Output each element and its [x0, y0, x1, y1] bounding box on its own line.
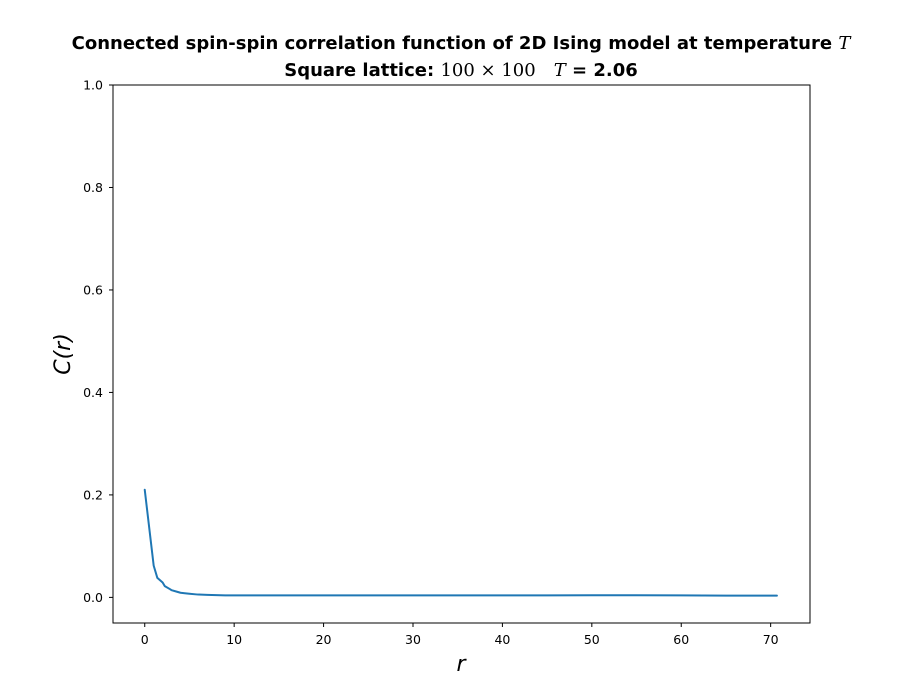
chart-title-line-1-text: Connected spin-spin correlation function…: [72, 33, 839, 54]
x-axis: 0 10 20 30 40 50 60 70: [141, 623, 779, 647]
plot-area: [143, 488, 778, 597]
axes-frame: [112, 84, 811, 624]
x-tick-label: 60: [673, 632, 689, 647]
x-tick-label: 30: [405, 632, 421, 647]
chart-title-line-2-prefix: Square lattice:: [284, 60, 440, 81]
x-axis-label: r: [456, 652, 467, 677]
chart-title-line-1: Connected spin-spin correlation function…: [72, 33, 853, 54]
chart-title-line-2-math: T: [554, 60, 568, 81]
x-tick-label: 0: [141, 632, 149, 647]
y-tick-label: 0.4: [83, 385, 103, 400]
y-tick-label: 1.0: [83, 78, 103, 93]
chart-title-lattice-size: 100 × 100: [440, 60, 535, 81]
series-line: [143, 488, 778, 597]
y-tick-label: 0.8: [83, 180, 103, 195]
y-axis: 0.0 0.2 0.4 0.6 0.8 1.0: [83, 78, 113, 605]
y-tick-label: 0.0: [83, 590, 103, 605]
x-tick-label: 20: [316, 632, 332, 647]
y-tick-label: 0.6: [83, 282, 103, 297]
chart-title-temperature-value: = 2.06: [566, 60, 638, 81]
x-tick-label: 50: [584, 632, 600, 647]
x-tick-label: 10: [226, 632, 242, 647]
x-tick-label: 40: [494, 632, 510, 647]
y-axis-label: C(r): [51, 333, 76, 375]
chart-title-line-2: Square lattice: 100 × 100 T = 2.06: [284, 60, 638, 81]
chart-title-line-1-math: T: [838, 33, 852, 54]
x-tick-label: 70: [763, 632, 779, 647]
y-tick-label: 0.2: [83, 487, 103, 502]
